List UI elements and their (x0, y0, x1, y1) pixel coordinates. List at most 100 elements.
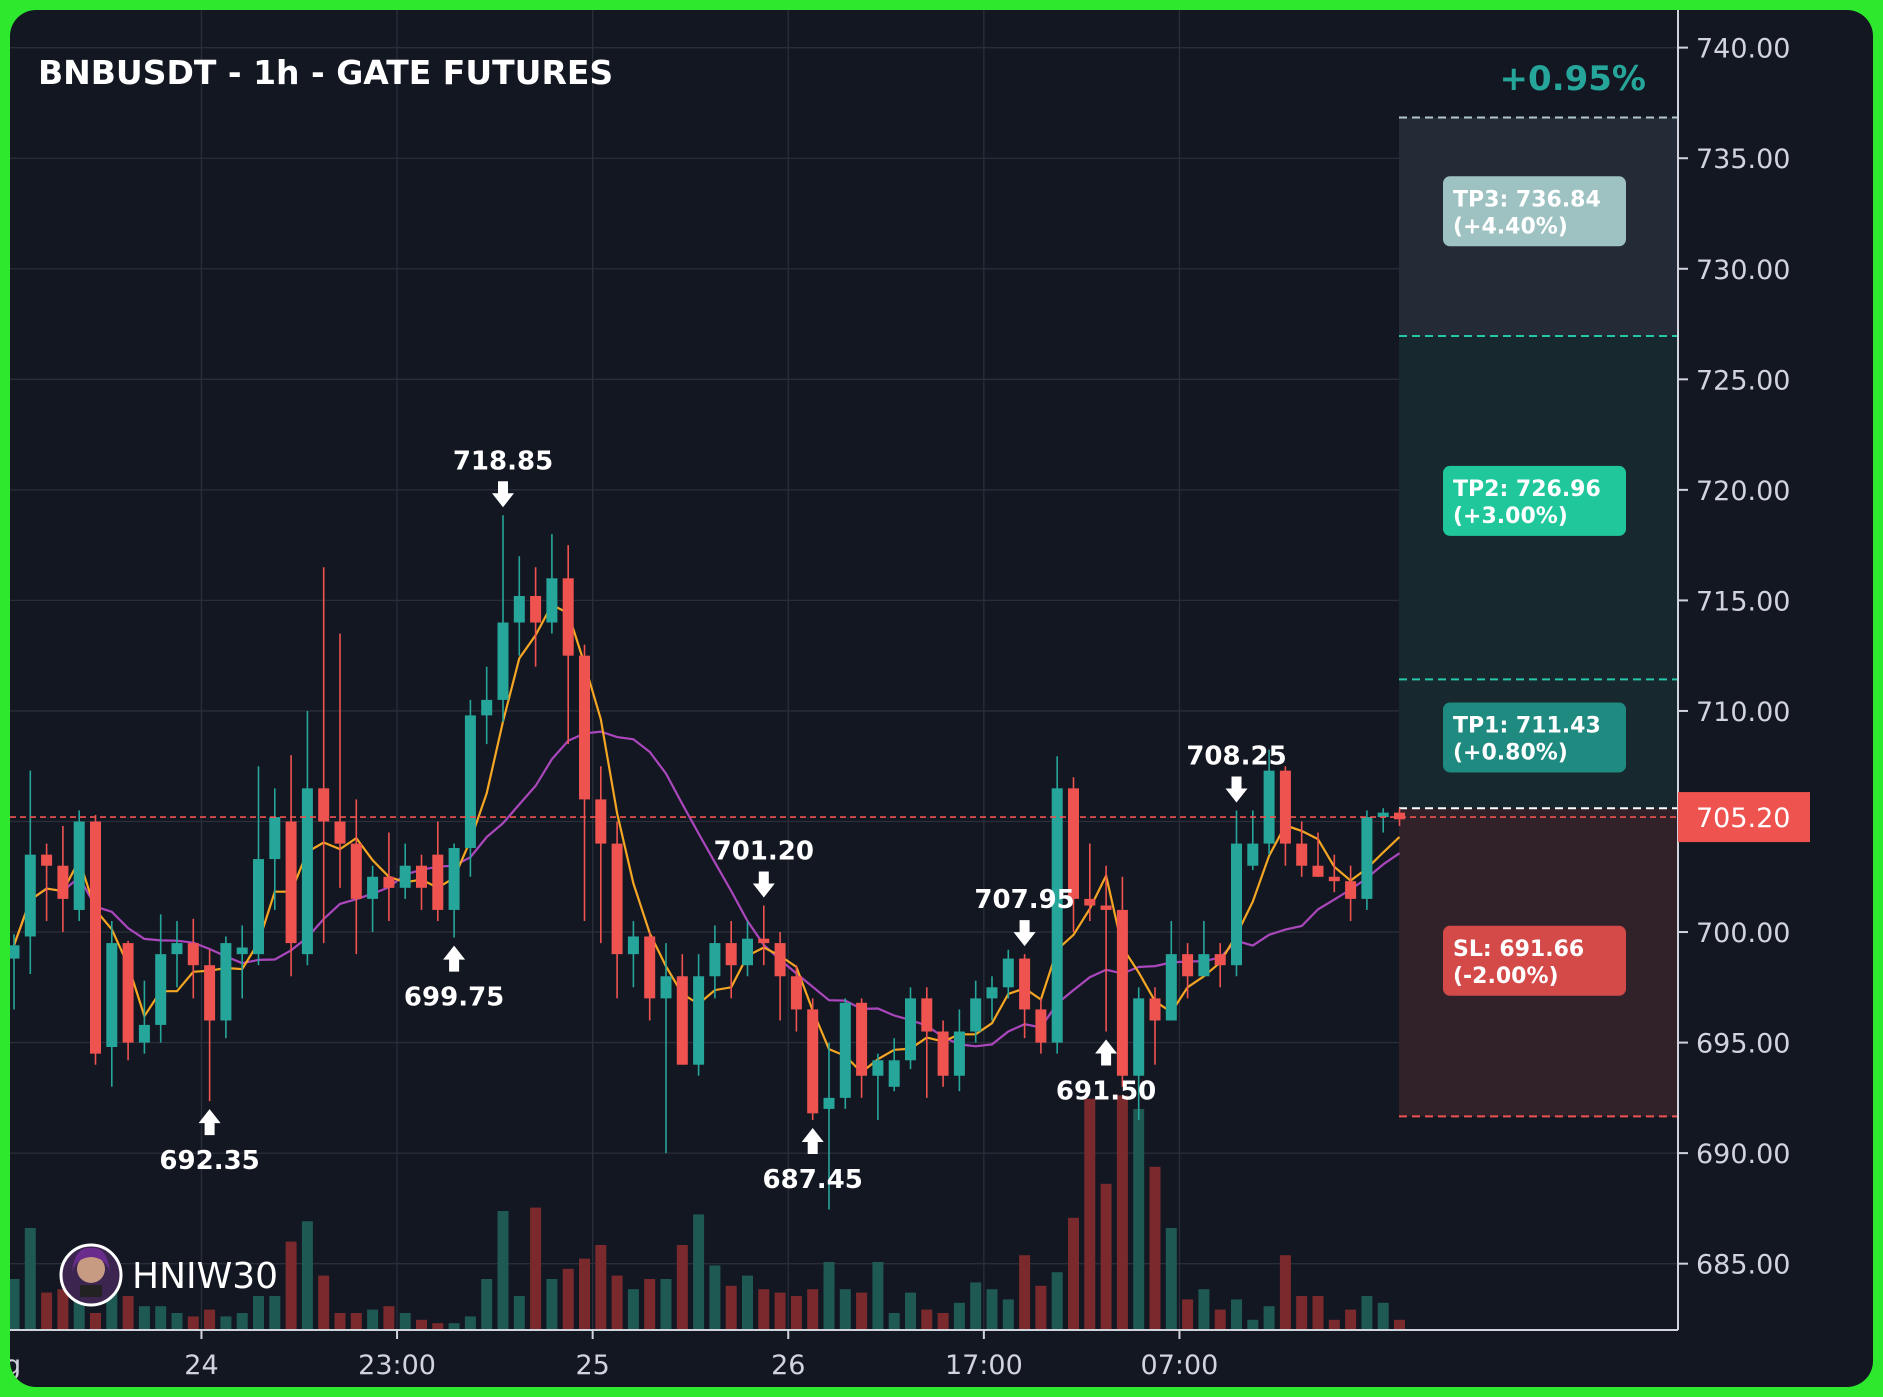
price-tick-label: 720.00 (1696, 476, 1790, 507)
volume-bar (839, 1289, 851, 1330)
high-annotation: 707.95 (974, 885, 1074, 915)
volume-bar (350, 1313, 362, 1330)
volume-bar (220, 1316, 232, 1330)
volume-bar (269, 1296, 281, 1330)
candle-body (334, 821, 346, 844)
candle-body (839, 1002, 851, 1098)
sl-box (1443, 925, 1626, 996)
volume-bar (1377, 1302, 1389, 1330)
volume-bar (1068, 1217, 1079, 1330)
volume-bar (611, 1275, 623, 1330)
volume-bar (334, 1313, 346, 1330)
volume-bar (693, 1214, 705, 1330)
volume-bar (1328, 1319, 1340, 1330)
candle-body (1345, 881, 1357, 899)
price-tick-label: 735.00 (1696, 144, 1790, 175)
volume-bar (660, 1279, 672, 1330)
candle-body (236, 947, 248, 955)
volume-bar (236, 1313, 248, 1330)
candle-body (1002, 958, 1014, 988)
volume-bar (856, 1292, 868, 1330)
candle-body (1361, 817, 1373, 899)
volume-bar (90, 1313, 101, 1330)
tp1-label: TP1: 711.43 (1453, 713, 1601, 738)
volume-bar (742, 1275, 753, 1330)
volume-bar (1247, 1319, 1259, 1330)
volume-bar (10, 1279, 20, 1330)
price-tick-label: 710.00 (1696, 697, 1790, 728)
candle-body (285, 821, 297, 944)
volume-bar (546, 1279, 558, 1330)
volume-bar (709, 1265, 721, 1330)
chart-title: BNBUSDT - 1h - GATE FUTURES (38, 53, 613, 92)
volume-bar (138, 1306, 150, 1330)
candle-body (399, 865, 411, 888)
candle-body (1247, 843, 1259, 866)
volume-bar (953, 1302, 965, 1330)
volume-bar (383, 1306, 395, 1330)
low-annotation: 691.50 (1056, 1077, 1156, 1107)
volume-bar (1084, 1098, 1096, 1330)
candle-body (1019, 958, 1031, 1010)
price-tick-label: 740.00 (1696, 34, 1790, 65)
candle-body (1035, 1009, 1047, 1043)
volume-bar (253, 1296, 264, 1330)
volume-bar (448, 1323, 460, 1330)
price-tick-label: 725.00 (1696, 365, 1790, 396)
candle-body (562, 578, 574, 656)
candle-body (644, 936, 656, 999)
volume-bar (1165, 1228, 1177, 1330)
candle-body (1263, 770, 1275, 844)
volume-bar (627, 1289, 639, 1330)
volume-bar (807, 1289, 819, 1330)
volume-bar (644, 1279, 656, 1330)
tp3-pct: (+4.40%) (1453, 214, 1568, 239)
candle-body (742, 938, 753, 966)
candle-body (269, 817, 281, 860)
candle-body (481, 699, 493, 716)
volume-bar (1182, 1299, 1194, 1330)
volume-bar (1149, 1166, 1161, 1330)
candle-body (921, 998, 933, 1032)
candle-body (1214, 954, 1226, 966)
candle-body (253, 859, 264, 955)
high-annotation: 708.25 (1186, 741, 1286, 771)
volume-bar (171, 1313, 183, 1330)
candle-body (790, 976, 802, 1010)
volume-bar (676, 1245, 688, 1330)
volume-bar (301, 1221, 313, 1330)
candle-body (138, 1024, 150, 1043)
volume-bar (24, 1228, 36, 1330)
volume-bar (774, 1292, 786, 1330)
candle-body (872, 1060, 884, 1076)
volume-bar (1019, 1255, 1031, 1330)
candle-body (953, 1031, 965, 1076)
time-tick-label: 25 (575, 1350, 609, 1381)
candle-body (204, 965, 216, 1021)
candle-body (220, 943, 232, 1021)
volume-bar (823, 1262, 835, 1330)
volume-bar (73, 1296, 85, 1330)
candle-body (1100, 905, 1112, 910)
volume-bar (1133, 1109, 1145, 1330)
price-tick-label: 690.00 (1696, 1139, 1790, 1170)
last-price-label: 705.20 (1696, 803, 1790, 834)
candle-body (57, 865, 69, 899)
volume-bar (1214, 1309, 1226, 1330)
candle-body (106, 943, 118, 1048)
volume-bar (872, 1262, 884, 1330)
candle-body (546, 578, 558, 623)
watermark-name: HNIW30 (132, 1256, 278, 1297)
price-tick-label: 715.00 (1696, 586, 1790, 617)
candle-body (905, 998, 916, 1061)
candlestick-chart[interactable]: 692.35 699.75 718.85 701.20 687.45 707.95 691.… (10, 10, 1873, 1387)
volume-bar (432, 1323, 444, 1330)
low-annotation: 699.75 (404, 983, 504, 1013)
price-tick-label: 685.00 (1696, 1250, 1790, 1281)
candle-body (24, 854, 36, 937)
candle-body (350, 843, 362, 899)
high-annotation: 718.85 (453, 446, 553, 476)
volume-bar (595, 1245, 607, 1330)
avatar-hair (72, 1247, 110, 1272)
volume-bar (970, 1282, 982, 1330)
